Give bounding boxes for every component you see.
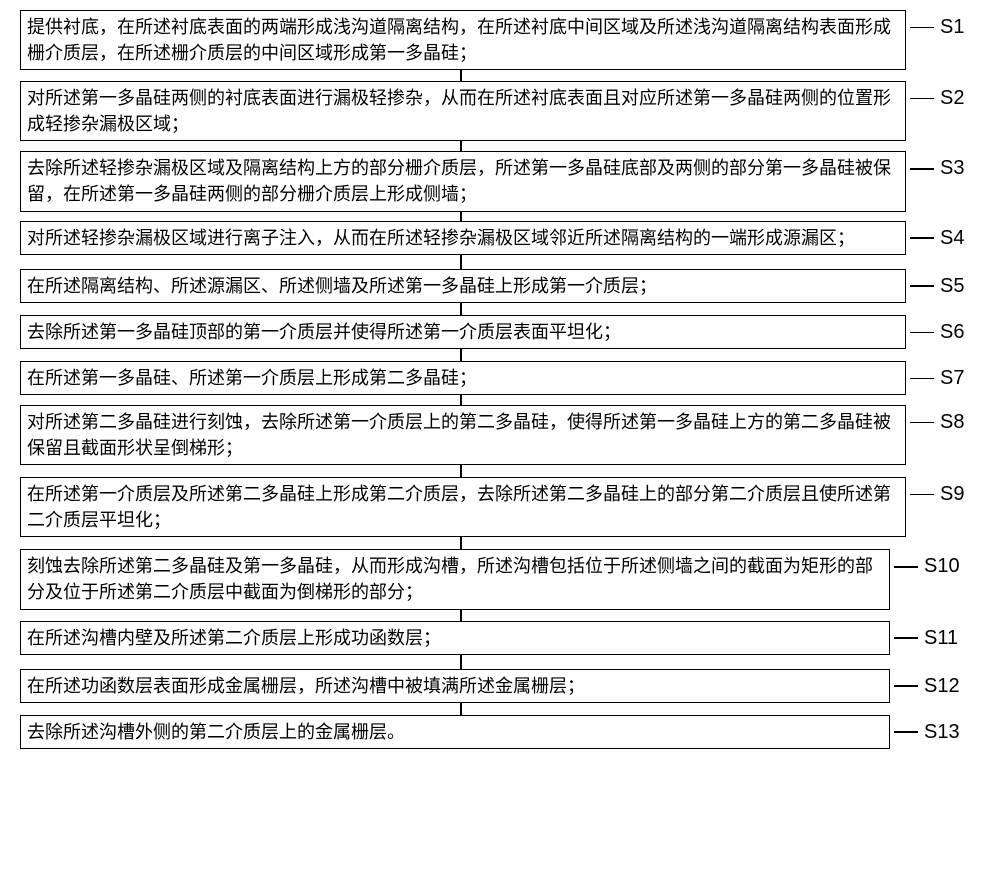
step-box: 对所述轻掺杂漏极区域进行离子注入，从而在所述轻掺杂漏极区域邻近所述隔离结构的一端… bbox=[20, 221, 906, 255]
step-box: 对所述第二多晶硅进行刻蚀，去除所述第一介质层上的第二多晶硅，使得所述第一多晶硅上… bbox=[20, 405, 906, 465]
step-label: S13 bbox=[924, 721, 960, 744]
flowchart-container: 提供衬底，在所述衬底表面的两端形成浅沟道隔离结构，在所述衬底中间区域及所述浅沟道… bbox=[20, 10, 980, 749]
step-box: 去除所述轻掺杂漏极区域及隔离结构上方的部分栅介质层，所述第一多晶硅底部及两侧的部… bbox=[20, 151, 906, 211]
step-row: 在所述第一多晶硅、所述第一介质层上形成第二多晶硅； S7 bbox=[20, 361, 980, 395]
step-label-wrap: S10 bbox=[894, 555, 960, 578]
step-connector bbox=[460, 465, 462, 477]
step-label-wrap: S8 bbox=[910, 411, 964, 434]
step-row: 在所述隔离结构、所述源漏区、所述侧墙及所述第一多晶硅上形成第一介质层； S5 bbox=[20, 269, 980, 303]
step-label-wrap: S4 bbox=[910, 227, 964, 250]
step-label-wrap: S6 bbox=[910, 321, 964, 344]
step-row: 提供衬底，在所述衬底表面的两端形成浅沟道隔离结构，在所述衬底中间区域及所述浅沟道… bbox=[20, 10, 980, 70]
step-box: 在所述第一多晶硅、所述第一介质层上形成第二多晶硅； bbox=[20, 361, 906, 395]
step-label-wrap: S7 bbox=[910, 367, 964, 390]
step-connector bbox=[460, 610, 462, 621]
step-box: 去除所述第一多晶硅顶部的第一介质层并使得所述第一介质层表面平坦化； bbox=[20, 315, 906, 349]
step-label: S7 bbox=[940, 367, 964, 390]
step-box: 在所述沟槽内壁及所述第二介质层上形成功函数层； bbox=[20, 621, 890, 655]
label-connector-line bbox=[910, 494, 934, 496]
step-connector bbox=[460, 141, 462, 151]
step-connector bbox=[460, 349, 462, 361]
step-label: S2 bbox=[940, 87, 964, 110]
step-label-wrap: S12 bbox=[894, 675, 960, 698]
step-row: 在所述第一介质层及所述第二多晶硅上形成第二介质层，去除所述第二多晶硅上的部分第二… bbox=[20, 477, 980, 537]
label-connector-line bbox=[910, 98, 934, 100]
step-row: 对所述第二多晶硅进行刻蚀，去除所述第一介质层上的第二多晶硅，使得所述第一多晶硅上… bbox=[20, 405, 980, 465]
step-connector bbox=[460, 70, 462, 81]
step-label-wrap: S13 bbox=[894, 721, 960, 744]
step-label: S6 bbox=[940, 321, 964, 344]
step-label: S11 bbox=[924, 627, 958, 650]
step-label: S1 bbox=[940, 16, 964, 39]
step-row: 去除所述轻掺杂漏极区域及隔离结构上方的部分栅介质层，所述第一多晶硅底部及两侧的部… bbox=[20, 151, 980, 211]
step-box: 对所述第一多晶硅两侧的衬底表面进行漏极轻掺杂，从而在所述衬底表面且对应所述第一多… bbox=[20, 81, 906, 141]
step-label-wrap: S1 bbox=[910, 16, 964, 39]
step-label: S12 bbox=[924, 675, 960, 698]
step-connector bbox=[460, 255, 462, 269]
step-row: 对所述轻掺杂漏极区域进行离子注入，从而在所述轻掺杂漏极区域邻近所述隔离结构的一端… bbox=[20, 221, 980, 255]
step-connector bbox=[460, 303, 462, 315]
step-connector bbox=[460, 395, 462, 405]
step-row: 去除所述第一多晶硅顶部的第一介质层并使得所述第一介质层表面平坦化； S6 bbox=[20, 315, 980, 349]
step-row: 对所述第一多晶硅两侧的衬底表面进行漏极轻掺杂，从而在所述衬底表面且对应所述第一多… bbox=[20, 81, 980, 141]
step-box: 在所述第一介质层及所述第二多晶硅上形成第二介质层，去除所述第二多晶硅上的部分第二… bbox=[20, 477, 906, 537]
step-connector bbox=[460, 212, 462, 221]
label-connector-line bbox=[894, 566, 918, 568]
step-label-wrap: S11 bbox=[894, 627, 958, 650]
label-connector-line bbox=[894, 637, 918, 639]
label-connector-line bbox=[910, 332, 934, 334]
step-row: 去除所述沟槽外侧的第二介质层上的金属栅层。 S13 bbox=[20, 715, 980, 749]
label-connector-line bbox=[910, 237, 934, 239]
step-label-wrap: S5 bbox=[910, 275, 964, 298]
step-label: S3 bbox=[940, 157, 964, 180]
step-row: 刻蚀去除所述第二多晶硅及第一多晶硅，从而形成沟槽，所述沟槽包括位于所述侧墙之间的… bbox=[20, 549, 980, 609]
step-box: 刻蚀去除所述第二多晶硅及第一多晶硅，从而形成沟槽，所述沟槽包括位于所述侧墙之间的… bbox=[20, 549, 890, 609]
step-label-wrap: S2 bbox=[910, 87, 964, 110]
label-connector-line bbox=[910, 378, 934, 380]
label-connector-line bbox=[910, 27, 934, 29]
label-connector-line bbox=[910, 285, 934, 287]
step-box: 在所述隔离结构、所述源漏区、所述侧墙及所述第一多晶硅上形成第一介质层； bbox=[20, 269, 906, 303]
step-label: S8 bbox=[940, 411, 964, 434]
step-label: S10 bbox=[924, 555, 960, 578]
step-connector bbox=[460, 537, 462, 549]
step-label-wrap: S9 bbox=[910, 483, 964, 506]
label-connector-line bbox=[910, 168, 934, 170]
label-connector-line bbox=[894, 731, 918, 733]
step-box: 在所述功函数层表面形成金属栅层，所述沟槽中被填满所述金属栅层； bbox=[20, 669, 890, 703]
step-label-wrap: S3 bbox=[910, 157, 964, 180]
label-connector-line bbox=[894, 685, 918, 687]
step-connector bbox=[460, 655, 462, 669]
step-label: S9 bbox=[940, 483, 964, 506]
step-label: S5 bbox=[940, 275, 964, 298]
step-row: 在所述沟槽内壁及所述第二介质层上形成功函数层； S11 bbox=[20, 621, 980, 655]
label-connector-line bbox=[910, 422, 934, 424]
step-row: 在所述功函数层表面形成金属栅层，所述沟槽中被填满所述金属栅层； S12 bbox=[20, 669, 980, 703]
step-box: 去除所述沟槽外侧的第二介质层上的金属栅层。 bbox=[20, 715, 890, 749]
step-connector bbox=[460, 703, 462, 715]
step-label: S4 bbox=[940, 227, 964, 250]
step-box: 提供衬底，在所述衬底表面的两端形成浅沟道隔离结构，在所述衬底中间区域及所述浅沟道… bbox=[20, 10, 906, 70]
